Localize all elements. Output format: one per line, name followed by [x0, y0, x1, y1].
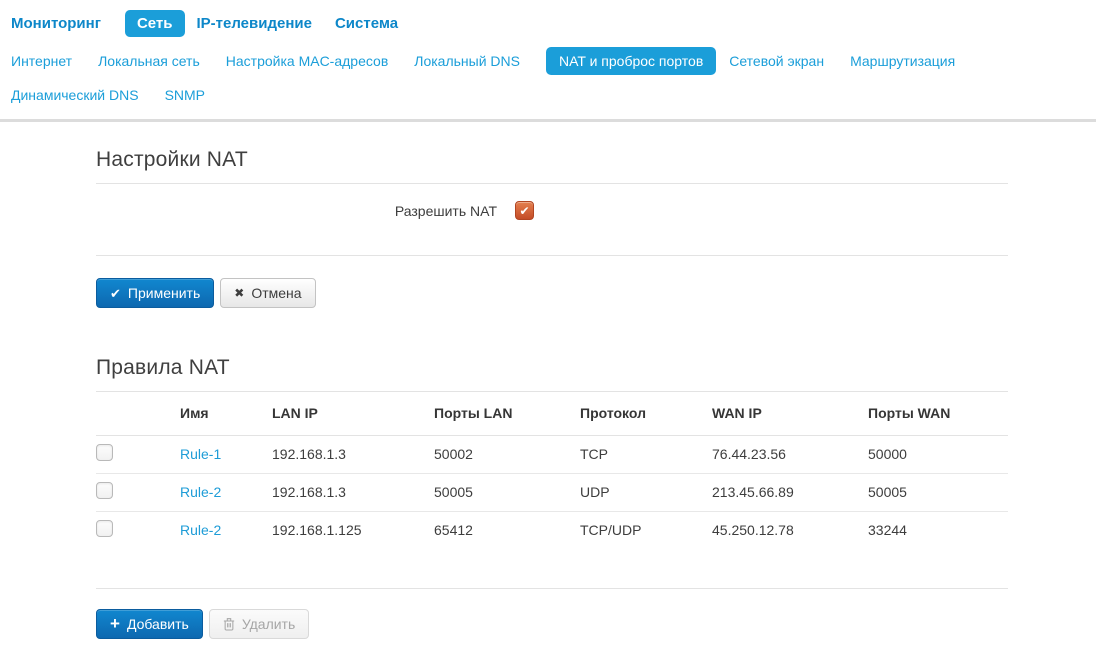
nat-settings-title: Настройки NAT [96, 148, 248, 171]
nav-system[interactable]: Система [334, 14, 399, 32]
cell-lan-ports: 50005 [434, 484, 473, 500]
subnav-local-dns[interactable]: Локальный DNS [414, 53, 520, 69]
cell-wan-ports: 33244 [868, 522, 907, 539]
secondary-nav-row1: Интернет Локальная сеть Настройка MAC-ад… [11, 47, 1096, 75]
column-header-wan-ports: Порты WAN [868, 392, 1008, 436]
nat-rules-table: Имя LAN IP Порты LAN Протокол WAN IP Пор… [96, 392, 1008, 549]
table-row: Rule-1 192.168.1.3 50002 TCP 76.44.23.56… [96, 435, 1008, 473]
cell-lan-ip: 192.168.1.125 [272, 522, 362, 539]
checkbox-check-icon: ✔ [519, 203, 530, 218]
nav-monitoring[interactable]: Мониторинг [11, 14, 101, 32]
add-button[interactable]: + Добавить [96, 609, 203, 639]
subnav-internet[interactable]: Интернет [11, 53, 73, 69]
cancel-button-label: Отмена [251, 285, 302, 301]
cell-lan-ports: 65412 [434, 522, 473, 539]
cell-lan-ip: 192.168.1.3 [272, 484, 346, 500]
rule-name-link[interactable]: Rule-2 [180, 522, 222, 539]
nat-enable-checkbox[interactable]: ✔ [515, 201, 534, 220]
column-header-lan-ip: LAN IP [272, 392, 434, 436]
column-header-name: Имя [180, 392, 272, 436]
subnav-routing[interactable]: Маршрутизация [850, 53, 956, 69]
cell-wan-ports: 50000 [868, 446, 907, 462]
apply-button[interactable]: ✔ Применить [96, 278, 215, 308]
header-checkbox-spacer [96, 392, 180, 436]
section-divider [96, 183, 1008, 184]
rule-name-link[interactable]: Rule-1 [180, 446, 222, 462]
secondary-nav: Интернет Локальная сеть Настройка MAC-ад… [0, 38, 1096, 119]
nat-enable-label: Разрешить NAT [394, 202, 497, 219]
cell-protocol: TCP [580, 446, 608, 462]
cell-protocol: UDP [580, 484, 610, 500]
section-divider [96, 588, 1008, 589]
cell-lan-ports: 50002 [434, 446, 473, 462]
row-select-checkbox[interactable] [96, 520, 113, 538]
subnav-dynamic-dns[interactable]: Динамический DNS [11, 87, 139, 103]
primary-nav: Мониторинг Сеть IP-телевидение Система [0, 0, 1096, 38]
main-content: Настройки NAT Разрешить NAT ✔ ✔ Применит… [96, 148, 1008, 639]
nav-iptv[interactable]: IP-телевидение [196, 14, 312, 32]
table-row: Rule-2 192.168.1.3 50005 UDP 213.45.66.8… [96, 473, 1008, 511]
section-divider [96, 391, 1008, 392]
add-button-label: Добавить [126, 616, 189, 632]
nav-network[interactable]: Сеть [124, 9, 185, 37]
subnav-nat-port-forwarding[interactable]: NAT и проброс портов [545, 47, 717, 75]
section-divider [96, 255, 1008, 256]
check-icon: ✔ [110, 285, 121, 301]
cell-wan-ip: 213.45.66.89 [712, 484, 794, 500]
column-header-wan-ip: WAN IP [712, 392, 868, 436]
apply-button-label: Применить [127, 285, 201, 301]
secondary-nav-row2: Динамический DNS SNMP [11, 81, 1096, 109]
nat-rules-title: Правила NAT [96, 356, 230, 379]
row-select-checkbox[interactable] [96, 444, 113, 461]
subnav-local-network[interactable]: Локальная сеть [98, 53, 200, 69]
cell-wan-ip: 76.44.23.56 [712, 446, 786, 462]
x-icon: ✖ [234, 286, 245, 300]
cell-wan-ports: 50005 [868, 484, 907, 500]
delete-button-label: Удалить [241, 616, 296, 632]
table-row: Rule-2 192.168.1.125 65412 TCP/UDP 45.25… [96, 511, 1008, 549]
subnav-mac-settings[interactable]: Настройка MAC-адресов [225, 53, 389, 69]
add-delete-row: + Добавить Удалить [96, 609, 1008, 639]
row-select-checkbox[interactable] [96, 482, 113, 499]
subnav-firewall[interactable]: Сетевой экран [729, 53, 825, 69]
nav-divider [0, 119, 1096, 122]
nat-enable-row: Разрешить NAT ✔ [96, 184, 1008, 255]
cell-wan-ip: 45.250.12.78 [712, 522, 794, 539]
apply-cancel-row: ✔ Применить ✖ Отмена [96, 278, 1008, 308]
cell-protocol: TCP/UDP [580, 522, 642, 539]
delete-button[interactable]: Удалить [208, 609, 310, 639]
subnav-snmp[interactable]: SNMP [164, 87, 206, 103]
trash-icon [223, 617, 235, 631]
column-header-lan-ports: Порты LAN [434, 392, 580, 436]
table-header-row: Имя LAN IP Порты LAN Протокол WAN IP Пор… [96, 392, 1008, 436]
column-header-protocol: Протокол [580, 392, 712, 436]
cancel-button[interactable]: ✖ Отмена [220, 278, 316, 308]
rule-name-link[interactable]: Rule-2 [180, 484, 222, 500]
plus-icon: + [110, 613, 120, 633]
cell-lan-ip: 192.168.1.3 [272, 446, 346, 462]
